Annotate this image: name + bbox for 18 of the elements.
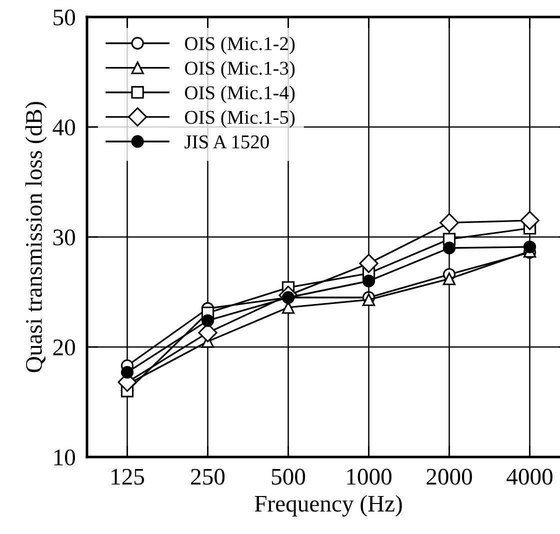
x-tick-label: 125 (112, 468, 144, 485)
x-tick-label: 2000 (426, 468, 472, 485)
x-tick-label: 250 (191, 468, 225, 485)
legend-label: OIS (Mic.1-2) (185, 36, 295, 54)
legend-label: JIS A 1520 (184, 135, 269, 148)
legend-label: OIS (Mic.1-3) (185, 61, 295, 79)
x-tick-label: 1000 (347, 468, 392, 485)
x-axis-title: Frequency (Hz) (254, 495, 402, 517)
y-tick-label: 50 (54, 9, 75, 26)
y-tick-label: 30 (53, 229, 75, 246)
y-tick-label: 40 (52, 119, 75, 136)
x-tick-label: 500 (272, 468, 306, 485)
legend-label: OIS (Mic.1-5) (185, 110, 295, 128)
x-tick-label: 4000 (506, 468, 552, 485)
y-tick-label: 10 (54, 449, 75, 466)
y-axis-title: Quasi transmission loss (dB) (25, 102, 47, 372)
y-tick-label: 20 (53, 339, 75, 356)
legend-label: OIS (Mic.1-4) (185, 86, 295, 104)
